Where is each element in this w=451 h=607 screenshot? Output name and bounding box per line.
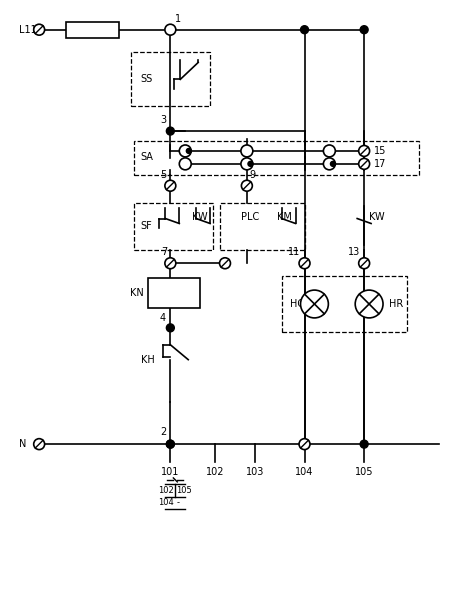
Circle shape: [322, 158, 335, 170]
Text: -: -: [176, 498, 179, 507]
Text: L11: L11: [19, 25, 37, 35]
Circle shape: [358, 146, 369, 157]
Bar: [133, 141, 418, 175]
Text: KW: KW: [368, 211, 384, 222]
Circle shape: [165, 258, 175, 269]
Text: PLC: PLC: [240, 211, 258, 222]
Circle shape: [34, 439, 45, 450]
Text: 11: 11: [288, 247, 300, 257]
Circle shape: [240, 145, 252, 157]
Circle shape: [186, 149, 191, 154]
Circle shape: [300, 25, 308, 33]
Circle shape: [165, 24, 175, 35]
Circle shape: [330, 161, 335, 166]
Circle shape: [166, 440, 174, 448]
Text: SF: SF: [140, 222, 152, 231]
Bar: [130, 52, 210, 106]
Text: 15: 15: [373, 146, 386, 156]
Circle shape: [219, 258, 230, 269]
Circle shape: [300, 290, 327, 318]
Circle shape: [34, 24, 45, 35]
Circle shape: [354, 290, 382, 318]
Circle shape: [358, 158, 369, 169]
Circle shape: [359, 25, 367, 33]
Circle shape: [166, 324, 174, 332]
Text: HG: HG: [289, 299, 304, 309]
Bar: [281, 276, 406, 332]
Text: KH: KH: [140, 354, 154, 365]
Circle shape: [240, 158, 252, 170]
Circle shape: [179, 158, 191, 170]
Circle shape: [299, 439, 309, 450]
Bar: [66, 22, 119, 38]
Text: N: N: [19, 439, 27, 449]
Text: 7: 7: [161, 247, 167, 257]
Bar: [133, 203, 212, 250]
Text: 105: 105: [354, 467, 373, 477]
Text: HR: HR: [388, 299, 402, 309]
Text: 102: 102: [158, 486, 174, 495]
Text: 104: 104: [158, 498, 174, 507]
Bar: [220, 203, 304, 250]
Text: 5: 5: [160, 170, 166, 180]
Text: KN: KN: [129, 288, 143, 298]
Text: FU: FU: [85, 25, 98, 35]
Text: 17: 17: [373, 159, 386, 169]
Bar: [148, 278, 200, 308]
Circle shape: [359, 440, 367, 448]
Text: 9: 9: [249, 170, 255, 180]
Circle shape: [165, 180, 175, 191]
Text: 104: 104: [295, 467, 313, 477]
Circle shape: [166, 440, 174, 448]
Text: 4: 4: [159, 313, 165, 323]
Circle shape: [299, 258, 309, 269]
Text: SS: SS: [140, 74, 152, 84]
Circle shape: [179, 145, 191, 157]
Text: 103: 103: [245, 467, 263, 477]
Text: 2: 2: [160, 427, 166, 437]
Circle shape: [322, 145, 335, 157]
Text: 105: 105: [176, 486, 192, 495]
Text: KM: KM: [276, 211, 291, 222]
Circle shape: [241, 180, 252, 191]
Text: KW: KW: [192, 211, 207, 222]
Text: 101: 101: [161, 467, 179, 477]
Circle shape: [248, 161, 253, 166]
Text: 102: 102: [205, 467, 224, 477]
Circle shape: [358, 258, 369, 269]
Circle shape: [166, 127, 174, 135]
Text: 3: 3: [160, 115, 166, 125]
Text: 13: 13: [347, 247, 359, 257]
Text: 1: 1: [175, 14, 181, 24]
Text: SA: SA: [140, 152, 153, 163]
